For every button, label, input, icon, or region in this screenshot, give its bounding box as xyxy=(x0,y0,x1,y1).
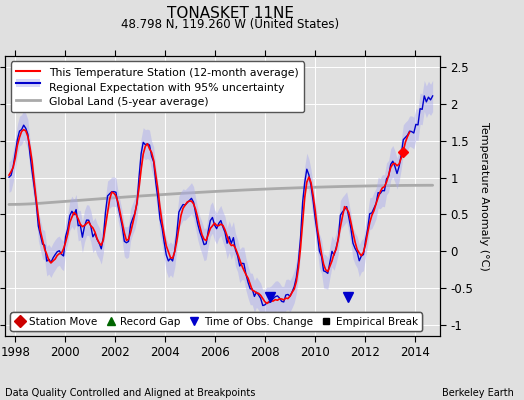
Text: 48.798 N, 119.260 W (United States): 48.798 N, 119.260 W (United States) xyxy=(122,18,340,31)
Legend: Station Move, Record Gap, Time of Obs. Change, Empirical Break: Station Move, Record Gap, Time of Obs. C… xyxy=(10,312,422,331)
Y-axis label: Temperature Anomaly (°C): Temperature Anomaly (°C) xyxy=(479,122,489,270)
Text: Berkeley Earth: Berkeley Earth xyxy=(442,388,514,398)
Text: Data Quality Controlled and Aligned at Breakpoints: Data Quality Controlled and Aligned at B… xyxy=(5,388,256,398)
Text: TONASKET 11NE: TONASKET 11NE xyxy=(167,6,294,21)
